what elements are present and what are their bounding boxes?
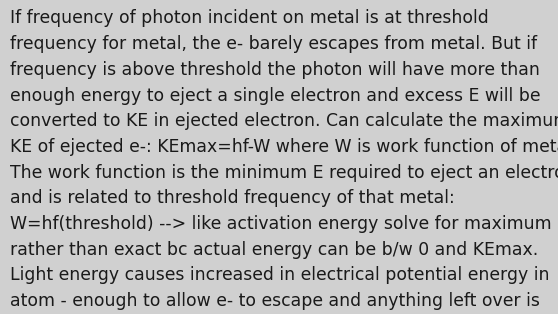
- Text: If frequency of photon incident on metal is at threshold
frequency for metal, th: If frequency of photon incident on metal…: [10, 9, 558, 314]
